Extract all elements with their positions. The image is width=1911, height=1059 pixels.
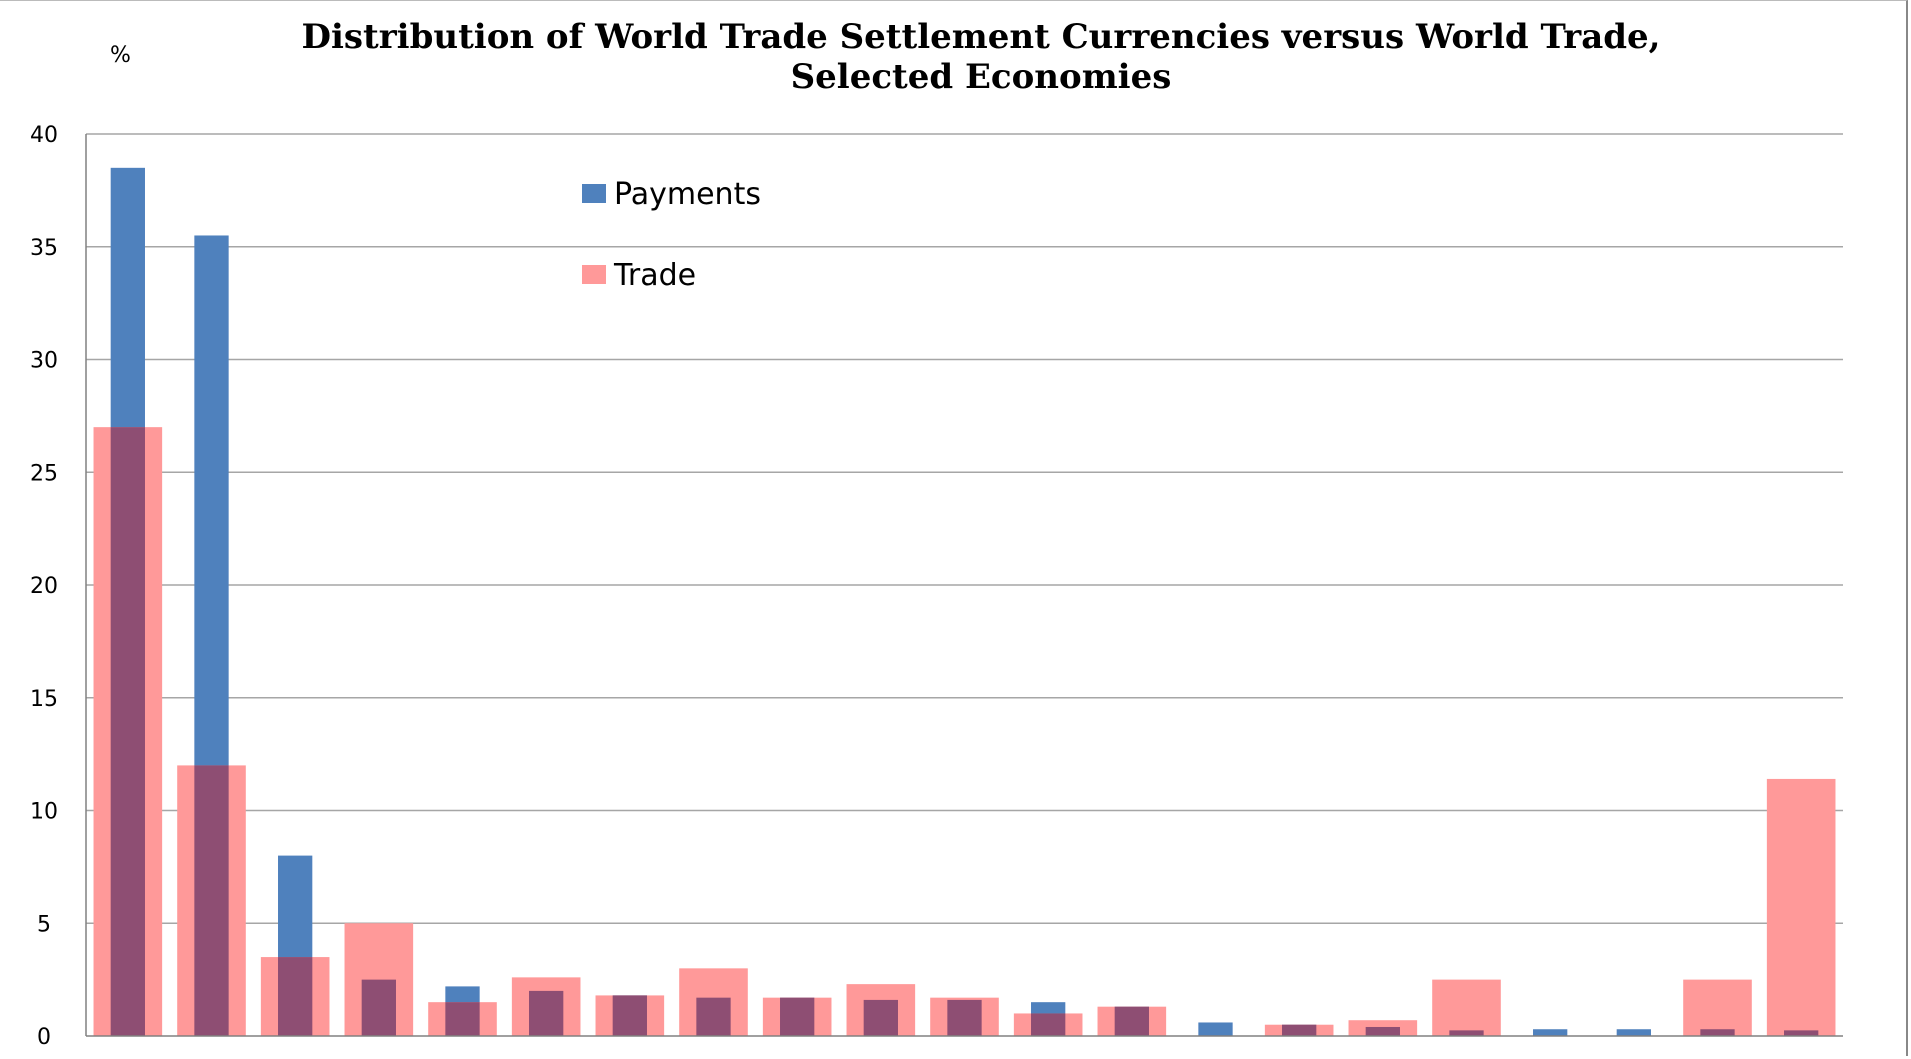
bar-overlap: [1784, 1030, 1819, 1036]
y-tick-label: 25: [30, 461, 58, 486]
bar-trade: [1766, 778, 1836, 1036]
bar-overlap: [1114, 1006, 1149, 1036]
legend-swatch: [582, 265, 606, 284]
bar-payments: [1198, 1022, 1233, 1036]
bar-overlap: [445, 1002, 480, 1036]
bar-overlap: [696, 997, 731, 1036]
y-tick-label: 0: [37, 1025, 51, 1050]
legend: Payments Trade: [582, 177, 761, 293]
bar-overlap: [110, 427, 145, 1036]
grid: [86, 133, 1843, 924]
legend-label: Trade: [613, 258, 696, 293]
y-tick-label: 35: [30, 236, 58, 261]
chart-title-line-1: Distribution of World Trade Settlement C…: [302, 17, 1661, 57]
bar-overlap: [863, 999, 898, 1036]
y-tick-label: 10: [30, 800, 58, 825]
y-tick-label: 5: [37, 912, 51, 937]
y-tick-label: 40: [30, 123, 58, 148]
bar-payments: [1533, 1029, 1568, 1036]
chart-title: Distribution of World Trade Settlement C…: [302, 17, 1661, 97]
legend-swatch: [582, 184, 606, 203]
y-axis-ticks: 0 5 10 15 20 25 30 35 40: [30, 123, 58, 1050]
chart-title-line-2: Selected Economies: [791, 57, 1172, 97]
bars: [93, 167, 1836, 1037]
bar-trade: [1683, 979, 1752, 1036]
bar-overlap: [361, 979, 396, 1036]
bar-overlap: [1365, 1026, 1400, 1036]
bar-overlap: [612, 995, 647, 1036]
y-axis-unit-label: %: [110, 43, 131, 68]
bar-overlap: [278, 957, 313, 1036]
bar-overlap: [1700, 1029, 1735, 1036]
bar-overlap: [1031, 1013, 1066, 1036]
bar-overlap: [1449, 1030, 1484, 1036]
bar-payments: [1616, 1029, 1651, 1036]
bar-overlap: [780, 997, 815, 1036]
bar-overlap: [194, 765, 229, 1036]
y-tick-label: 20: [30, 574, 58, 599]
bar-overlap: [1282, 1024, 1317, 1036]
bar-overlap: [947, 999, 982, 1036]
bar-overlap: [529, 990, 564, 1036]
y-tick-label: 15: [30, 687, 58, 712]
bar-trade: [1432, 979, 1501, 1036]
y-tick-label: 30: [30, 349, 58, 374]
legend-label: Payments: [614, 177, 761, 212]
axes: [85, 134, 1843, 1037]
